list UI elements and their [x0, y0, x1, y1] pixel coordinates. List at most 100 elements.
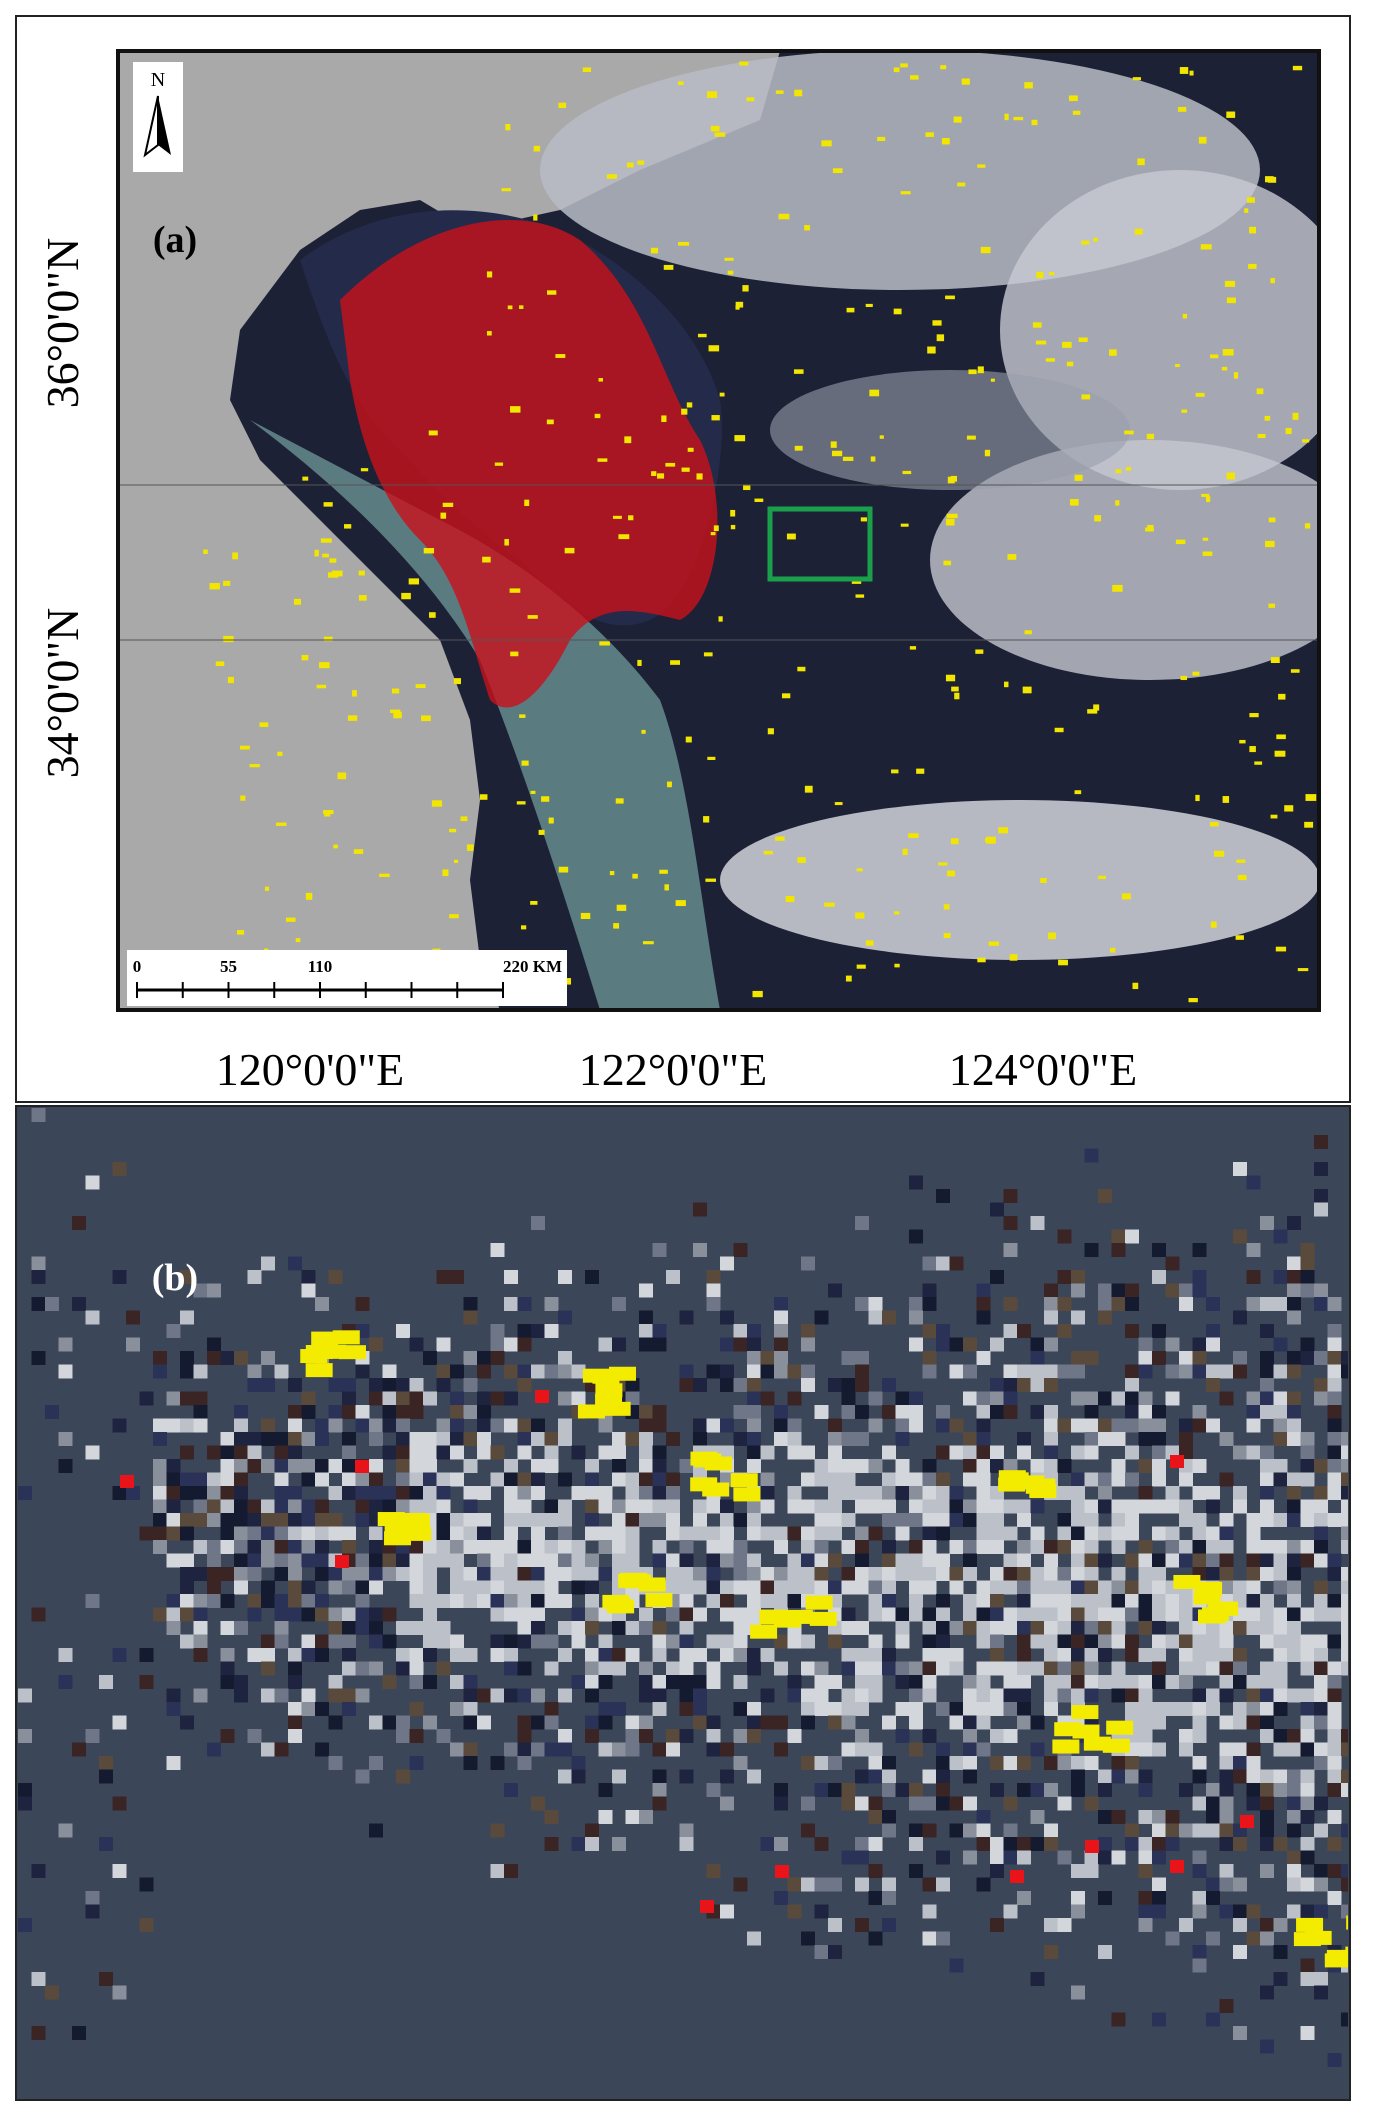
pixel	[99, 1837, 113, 1851]
pixel	[922, 1621, 937, 1635]
pixel	[949, 1823, 964, 1838]
pixel	[1152, 1459, 1166, 1473]
pixel	[234, 1486, 248, 1500]
pixel	[1273, 1567, 1288, 1581]
pixel	[396, 1648, 410, 1662]
pixel	[301, 1553, 316, 1568]
detection	[431, 800, 443, 807]
pixel	[288, 1729, 302, 1743]
detection	[329, 558, 337, 563]
pixel	[598, 1702, 613, 1716]
pixel	[855, 1580, 869, 1595]
yellow-pixel	[305, 1345, 333, 1360]
pixel	[355, 1607, 370, 1622]
pixel	[153, 1472, 167, 1487]
pixel	[490, 1540, 505, 1554]
pixel	[477, 1526, 491, 1541]
pixel	[652, 1688, 667, 1703]
pixel	[1314, 1486, 1328, 1500]
pixel	[571, 1540, 586, 1554]
pixel	[1300, 1958, 1315, 1973]
pixel	[828, 1472, 842, 1487]
detection	[842, 456, 854, 461]
pixel	[963, 1594, 977, 1608]
pixel	[652, 1634, 667, 1649]
pixel	[1030, 1783, 1045, 1797]
pixel	[976, 1634, 991, 1649]
pixel	[801, 1526, 815, 1541]
pixel	[1260, 1688, 1274, 1703]
pixel	[153, 1540, 167, 1554]
pixel	[1017, 1567, 1031, 1581]
pixel	[544, 1297, 559, 1311]
pixel	[1071, 1351, 1085, 1365]
pixel	[733, 1877, 748, 1892]
pixel	[936, 1405, 950, 1419]
pixel	[1125, 1756, 1139, 1770]
pixel	[774, 1310, 788, 1325]
pixel	[612, 1769, 626, 1784]
pixel	[1165, 1823, 1180, 1838]
pixel	[1165, 1283, 1180, 1298]
pixel	[328, 1756, 343, 1770]
detection	[1146, 433, 1155, 440]
detection	[1222, 796, 1230, 803]
detection	[743, 484, 751, 491]
red-pixel	[355, 1460, 369, 1473]
pixel	[1152, 1891, 1166, 1905]
pixel	[976, 1702, 991, 1716]
yellow-pixel	[1346, 1915, 1348, 1930]
pixel	[1233, 1702, 1247, 1716]
pixel	[828, 1445, 842, 1460]
pixel	[801, 1324, 815, 1338]
pixel	[990, 1378, 1004, 1392]
pixel	[733, 1378, 748, 1392]
pixel	[504, 1418, 518, 1433]
pixel	[274, 1567, 289, 1581]
pixel	[396, 1486, 410, 1500]
detection	[302, 476, 309, 481]
detection	[1069, 499, 1079, 506]
pixel	[1273, 1337, 1288, 1352]
pixel	[1341, 1621, 1348, 1635]
pixel	[315, 1472, 329, 1487]
pixel	[949, 1715, 964, 1730]
pixel	[936, 1567, 950, 1581]
pixel	[585, 1580, 599, 1595]
pixel	[909, 1418, 923, 1433]
pixel	[1071, 1283, 1085, 1298]
pixel	[949, 1418, 964, 1433]
pixel	[720, 1499, 734, 1514]
pixel	[787, 1499, 802, 1514]
pixel	[234, 1513, 248, 1527]
pixel	[1125, 1378, 1139, 1392]
pixel	[1246, 1405, 1261, 1419]
pixel	[301, 1594, 316, 1608]
pixel	[504, 1364, 518, 1379]
pixel	[598, 1337, 613, 1352]
pixel	[855, 1688, 869, 1703]
pixel	[747, 1513, 761, 1527]
yellow-pixel	[702, 1482, 730, 1497]
pixel	[544, 1661, 559, 1676]
pixel	[490, 1580, 505, 1595]
pixel	[139, 1918, 154, 1932]
pixel	[1003, 1391, 1018, 1406]
pixel	[112, 1648, 127, 1662]
detection	[870, 456, 876, 462]
pixel	[315, 1499, 329, 1514]
detection	[1094, 515, 1102, 522]
detection	[594, 413, 601, 419]
pixel	[1030, 1607, 1045, 1622]
detection	[713, 525, 719, 532]
pixel	[976, 1297, 991, 1311]
pixel	[1138, 1729, 1153, 1743]
pixel	[463, 1405, 478, 1419]
pixel	[733, 1729, 748, 1743]
pixel	[369, 1607, 383, 1622]
pixel	[1327, 1418, 1342, 1433]
pixel	[531, 1526, 545, 1541]
red-pixel	[700, 1900, 714, 1913]
pixel	[1071, 1418, 1085, 1433]
yellow-pixel	[620, 1572, 648, 1587]
